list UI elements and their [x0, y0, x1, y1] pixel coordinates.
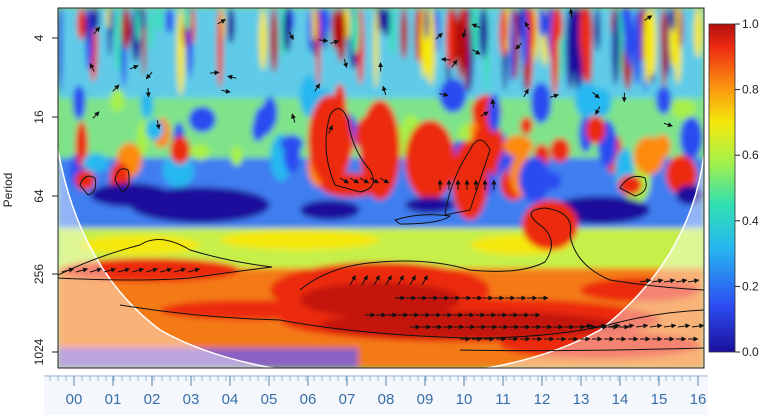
coi-veil-right	[487, 155, 704, 368]
cone-of-influence-shade	[58, 8, 704, 378]
x-tick-label: 15	[651, 391, 668, 408]
x-tick-label: 11	[495, 391, 511, 408]
x-tick-label: 09	[417, 391, 434, 408]
x-tick-label: 06	[300, 391, 317, 408]
x-tick-label: 00	[66, 391, 83, 408]
x-tick-label: 05	[261, 391, 278, 408]
coi-boundary	[58, 149, 704, 368]
x-tick-label: 03	[183, 391, 200, 408]
colorbar-tick-label: 1.0	[742, 17, 759, 31]
phase-arrows	[61, 8, 704, 342]
colorbar-gradient	[708, 23, 736, 353]
x-tick-label: 04	[222, 391, 239, 408]
colorbar-tick-label: 0.0	[742, 345, 759, 359]
x-axis: 00 01 02 03 04 05 06 07 08 09 10 11 12 13 14 15 16	[44, 375, 708, 415]
y-tick-label: 4	[32, 34, 46, 41]
x-tick-label: 12	[534, 391, 551, 408]
y-axis: 4 16 64 256 1024	[32, 34, 58, 365]
colorbar-tick-label: 0.4	[742, 214, 759, 228]
x-tick-label: 16	[690, 391, 707, 408]
colorbar-tick-label: 0.2	[742, 279, 759, 293]
colorbar-tick-label: 0.8	[742, 83, 759, 97]
colorbar-tick-label: 0.6	[742, 148, 759, 162]
y-tick-label: 16	[32, 110, 46, 124]
y-axis-label: Period	[1, 173, 15, 208]
y-tick-label: 64	[32, 189, 46, 203]
x-tick-label: 10	[456, 391, 473, 408]
x-tick-label: 13	[573, 391, 590, 408]
coherence-heatmap	[58, 8, 704, 368]
significance-contours	[58, 108, 704, 352]
coi-veil-left	[58, 150, 273, 368]
plot-frame	[57, 7, 705, 369]
x-axis-ruler	[44, 375, 708, 415]
x-tick-label: 01	[105, 391, 122, 408]
x-tick-label: 02	[144, 391, 161, 408]
x-tick-label: 08	[378, 391, 395, 408]
y-tick-label: 1024	[32, 338, 46, 365]
x-tick-label: 14	[612, 391, 629, 408]
x-tick-label: 07	[339, 391, 356, 408]
colorbar: 0.0 0.2 0.4 0.6 0.8 1.0	[708, 17, 759, 359]
y-tick-label: 256	[32, 264, 46, 284]
